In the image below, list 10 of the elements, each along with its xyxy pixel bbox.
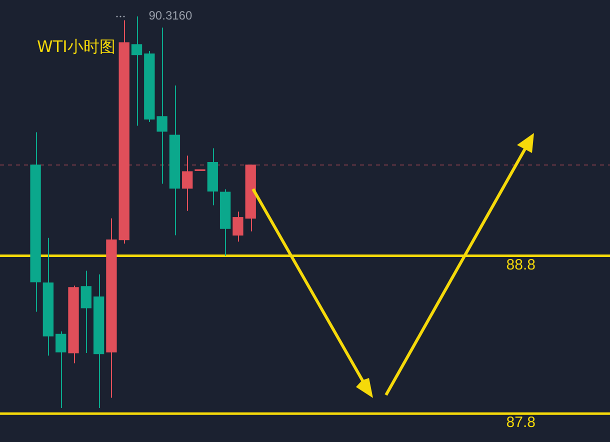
- ref-line-label: 88.8: [506, 256, 536, 274]
- candlestick: [156, 27, 168, 184]
- annotation: 90.3160: [148, 8, 192, 23]
- candlestick: [232, 211, 244, 242]
- ref-line-label: 87.8: [506, 414, 536, 432]
- text: WTI小时图: [37, 37, 116, 58]
- candlestick: [80, 270, 92, 354]
- candlestick: [182, 155, 193, 212]
- candlestick: [56, 330, 66, 409]
- candlestick: [131, 16, 142, 126]
